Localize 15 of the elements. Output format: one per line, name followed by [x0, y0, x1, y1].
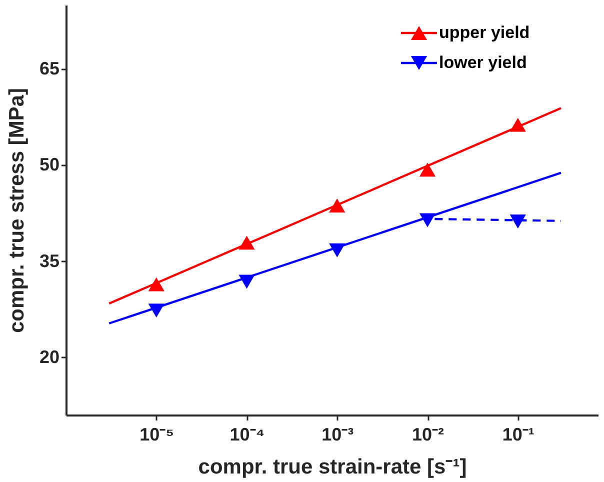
x-tick-label: 10⁻⁴: [230, 424, 265, 444]
point: [510, 214, 526, 229]
y-axis-title: compr. true stress [MPa]: [5, 88, 28, 334]
legend-label: lower yield: [439, 53, 527, 72]
legend-label: upper yield: [439, 23, 530, 42]
y-tick-label: 20: [39, 346, 60, 367]
y-tick-label: 35: [39, 250, 60, 271]
y-tick-label: 65: [39, 58, 60, 79]
x-axis-title: compr. true strain-rate [s⁻¹]: [198, 456, 467, 478]
point: [419, 162, 436, 177]
x-tick-label: 10⁻⁵: [140, 424, 174, 444]
y-tick-label: 50: [39, 154, 60, 175]
x-tick-label: 10⁻²: [412, 424, 444, 444]
x-tick-label: 10⁻³: [322, 424, 354, 444]
x-tick-label: 10⁻¹: [502, 424, 534, 444]
